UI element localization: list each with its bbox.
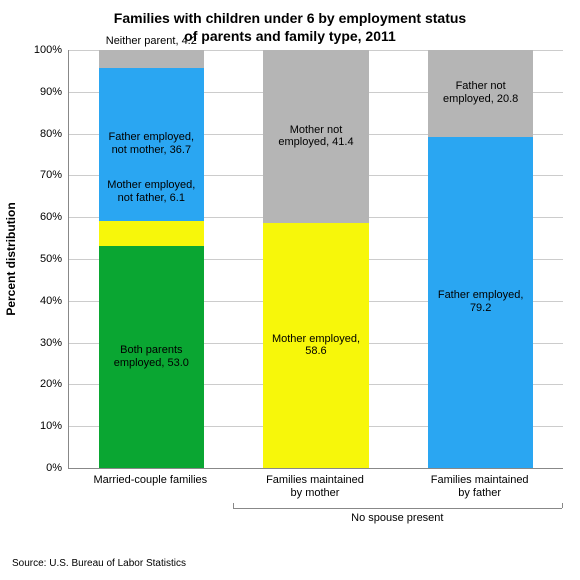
ytick-label: 100% (24, 44, 62, 56)
bar-column (263, 50, 368, 468)
segment-label: Mother employed,not father, 6.1 (87, 179, 216, 204)
ytick-label: 80% (24, 128, 62, 140)
segment-label: Neither parent, 4.2 (87, 35, 216, 48)
bar-column (99, 50, 204, 468)
ytick-label: 30% (24, 337, 62, 349)
x-group-tick (562, 503, 563, 508)
segment-label: Mother employed,58.6 (251, 333, 380, 358)
bar-segment (99, 221, 204, 246)
ytick-label: 90% (24, 86, 62, 98)
ytick-label: 40% (24, 295, 62, 307)
ytick-label: 20% (24, 378, 62, 390)
segment-label: Mother notemployed, 41.4 (251, 124, 380, 149)
ytick-label: 60% (24, 211, 62, 223)
segment-label: Father employed,not mother, 36.7 (87, 131, 216, 156)
segment-label: Father employed,79.2 (416, 289, 545, 314)
bar-segment (99, 50, 204, 68)
x-group-tick (233, 503, 234, 508)
chart-title-line1: Families with children under 6 by employ… (0, 10, 580, 26)
plot-area: Both parentsemployed, 53.0 Mother employe… (68, 50, 563, 469)
ytick-label: 0% (24, 462, 62, 474)
source-text: Source: U.S. Bureau of Labor Statistics (12, 558, 186, 569)
ytick-label: 70% (24, 169, 62, 181)
x-category-label: Married-couple families (68, 474, 233, 487)
bar-column (428, 50, 533, 468)
y-axis-label: Percent distribution (4, 202, 18, 315)
segment-label: Father notemployed, 20.8 (416, 80, 545, 105)
x-group-bracket (233, 508, 562, 509)
segment-label: Both parentsemployed, 53.0 (87, 344, 216, 369)
x-category-label: Families maintainedby father (397, 474, 562, 499)
x-group-label: No spouse present (233, 512, 562, 524)
ytick-label: 10% (24, 420, 62, 432)
x-category-label: Families maintainedby mother (233, 474, 398, 499)
ytick-label: 50% (24, 253, 62, 265)
